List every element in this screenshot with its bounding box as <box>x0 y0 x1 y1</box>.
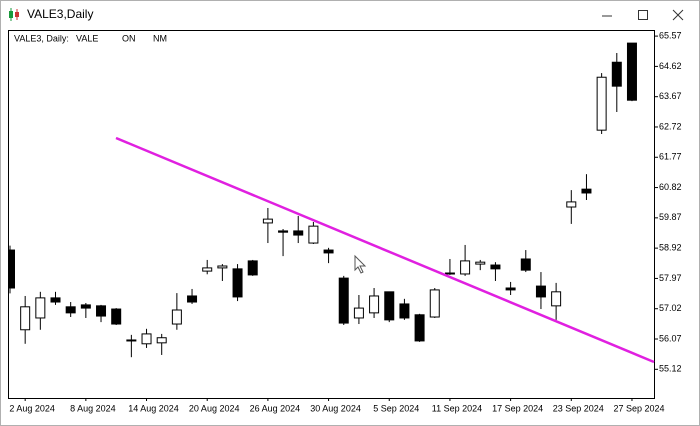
candle-body <box>551 291 562 307</box>
candle-body <box>217 265 228 269</box>
candle-body <box>202 267 213 272</box>
candle-body <box>278 230 289 233</box>
candle-body <box>50 297 61 303</box>
candle-body <box>460 260 471 275</box>
candle-body <box>414 314 425 342</box>
candle-body <box>126 339 137 342</box>
candle-body <box>247 260 258 276</box>
candle-body <box>187 295 198 303</box>
candle-body <box>429 289 440 318</box>
symbol-info: NM <box>153 33 167 43</box>
candle-body <box>171 309 182 325</box>
candle-body <box>65 306 76 314</box>
candle-body <box>505 287 516 291</box>
candle-body <box>8 249 15 289</box>
y-tick-label: 56.07 <box>659 333 682 343</box>
symbol-info: VALE3, Daily: <box>14 33 69 43</box>
app-icon <box>9 8 19 21</box>
x-tick-label: 8 Aug 2024 <box>70 403 116 413</box>
candle-body <box>626 42 637 101</box>
x-tick-label: 23 Sep 2024 <box>553 403 604 413</box>
y-tick-label: 65.57 <box>659 30 682 40</box>
symbol-info: VALE <box>76 33 98 43</box>
candle-body <box>535 285 546 298</box>
candle-body <box>566 201 577 208</box>
y-tick-label: 58.92 <box>659 243 682 253</box>
candle-body <box>232 268 243 298</box>
x-tick-label: 5 Sep 2024 <box>373 403 419 413</box>
candle-body <box>96 305 107 317</box>
candle-body <box>308 225 319 244</box>
x-tick-label: 11 Sep 2024 <box>432 403 482 413</box>
candle-body <box>262 218 273 224</box>
candle-body <box>141 333 152 345</box>
y-tick-label: 60.82 <box>659 182 682 192</box>
y-tick-label: 61.77 <box>659 152 682 162</box>
y-tick-label: 64.62 <box>659 61 682 71</box>
candle-body <box>156 337 167 344</box>
candle-body <box>111 308 122 325</box>
x-tick-label: 27 Sep 2024 <box>613 403 664 413</box>
y-tick-label: 59.87 <box>659 212 682 222</box>
symbol-info: ON <box>122 33 136 43</box>
mouse-cursor <box>354 254 367 274</box>
candle-body <box>35 297 46 319</box>
x-tick-label: 2 Aug 2024 <box>9 403 55 413</box>
candle-body <box>323 249 334 254</box>
candle-body <box>369 295 380 314</box>
maximize-button[interactable] <box>638 10 648 20</box>
candle-body <box>520 258 531 271</box>
chart-area <box>8 30 655 399</box>
x-tick-label: 20 Aug 2024 <box>189 403 240 413</box>
candle-body <box>384 291 395 321</box>
trend-line <box>115 136 655 364</box>
candle-body <box>611 61 622 87</box>
candle-body <box>20 306 31 331</box>
y-tick-label: 55.12 <box>659 364 682 374</box>
candle-body <box>399 303 410 319</box>
candle-body <box>596 76 607 131</box>
y-tick-label: 63.67 <box>659 91 682 101</box>
x-tick-label: 30 Aug 2024 <box>310 403 361 413</box>
candle-body <box>338 277 349 324</box>
x-tick-label: 17 Sep 2024 <box>492 403 543 413</box>
x-tick-label: 14 Aug 2024 <box>128 403 179 413</box>
y-tick-label: 57.97 <box>659 273 682 283</box>
candle-body <box>475 261 486 265</box>
y-tick-label: 62.72 <box>659 121 682 131</box>
candle-body <box>293 230 304 236</box>
candle-body <box>444 272 455 275</box>
candle-body <box>353 307 364 319</box>
candles <box>8 42 637 358</box>
candle-body <box>490 264 501 270</box>
candle-body <box>80 304 91 309</box>
y-tick-label: 57.02 <box>659 303 682 313</box>
candle-body <box>581 188 592 194</box>
close-button[interactable] <box>672 9 684 21</box>
x-tick-label: 26 Aug 2024 <box>250 403 301 413</box>
window-title: VALE3,Daily <box>27 7 93 21</box>
